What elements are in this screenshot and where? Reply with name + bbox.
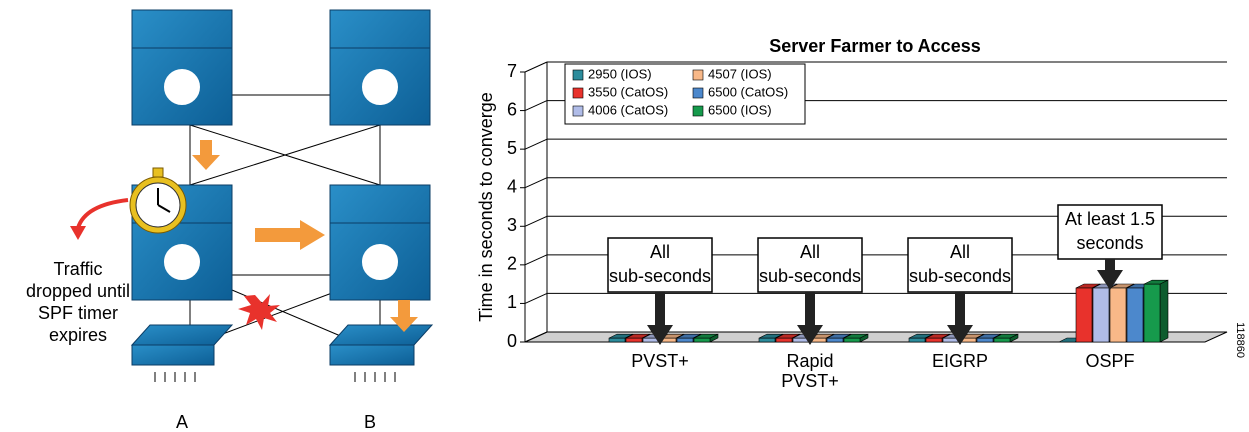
bar-front [758,337,776,343]
annotation-text: seconds [1076,233,1143,253]
bar-front [1075,287,1093,343]
y-tick-label: 3 [507,215,517,235]
annotation-text: All [650,242,670,262]
figure-id: 118860 [1234,322,1246,358]
legend-label: 4507 (IOS) [708,66,772,81]
y-tick-label: 0 [507,331,517,351]
switch-label: B [364,412,376,432]
bar [693,333,719,343]
router-symbols [164,69,398,280]
bar-front [693,337,711,343]
links [189,94,381,341]
y-tick-label: 2 [507,254,517,274]
annotation-text: sub-seconds [609,266,711,286]
y-tick-label: 4 [507,176,517,196]
drop-arrowhead [70,226,86,240]
grid-line [524,138,548,150]
bar-front [1109,287,1127,343]
legend-label: 3550 (CatOS) [588,84,668,99]
ports [154,372,396,382]
bar-front [1143,283,1161,343]
bar [843,333,869,343]
legend-swatch [572,69,584,81]
annotation-box [1057,204,1163,260]
legend-swatch [692,87,704,99]
bar-front [908,337,926,343]
annotation-text: At least 1.5 [1065,209,1155,229]
legend-swatch [692,105,704,117]
bar-front [1126,287,1144,343]
core-switches [131,9,431,301]
x-tick-label: PVST+ [631,351,689,371]
timer [129,167,187,234]
annotation-arrow [797,292,823,345]
grid-line [524,331,548,343]
legend-swatch [572,105,584,117]
grid-line [524,61,548,73]
failure-burst [238,294,280,330]
annotation-arrow [647,292,673,345]
bar [1143,279,1169,343]
grid-line [524,215,548,227]
annotation-text: All [800,242,820,262]
legend-label: 6500 (CatOS) [708,84,788,99]
grid-line [524,292,548,304]
annotation-arrow [1097,259,1123,290]
drop-arrow [76,198,129,229]
annotation-box [607,237,713,293]
bar [625,333,651,343]
y-tick-label: 5 [507,138,517,158]
annotation-text: All [950,242,970,262]
bar-front [826,337,844,343]
legend-label: 2950 (IOS) [588,66,652,81]
note: SPF timer [38,303,118,323]
note: Traffic [53,259,102,279]
chart-title: Server Farmer to Access [769,36,980,56]
bar-front [676,337,694,343]
switch-label: A [176,412,188,432]
annotation-text: sub-seconds [909,266,1011,286]
annotation-arrow [947,292,973,345]
grid-line [524,254,548,266]
x-tick-label: Rapid PVST+ [781,351,839,391]
bar-front [608,337,626,343]
note: dropped until [26,281,130,301]
access-switches [130,324,434,366]
legend-label: 4006 (CatOS) [588,102,668,117]
grid-line [524,100,548,112]
bar-front [993,337,1011,343]
legend-swatch [572,87,584,99]
y-tick-label: 6 [507,99,517,119]
x-tick-label: EIGRP [931,351,988,371]
bar-front [843,337,861,343]
bar-front [1092,287,1110,343]
legend-swatch [692,69,704,81]
bar-front [925,337,943,343]
annotation-text: sub-seconds [759,266,861,286]
bar-front [976,337,994,343]
flow-arrows [192,140,418,332]
grid-line [524,177,548,189]
note: expires [49,325,107,345]
y-axis-label: Time in seconds to converge [476,92,496,321]
x-tick-label: OSPF [1085,351,1135,371]
y-tick-label: 1 [507,292,517,312]
legend-label: 6500 (IOS) [708,102,772,117]
bar-front [775,337,793,343]
bar-side [1159,279,1169,343]
bar [993,333,1019,343]
legend-box [564,63,806,125]
y-tick-label: 7 [507,61,517,81]
annotation-box [907,237,1013,293]
bar-front [625,337,643,343]
